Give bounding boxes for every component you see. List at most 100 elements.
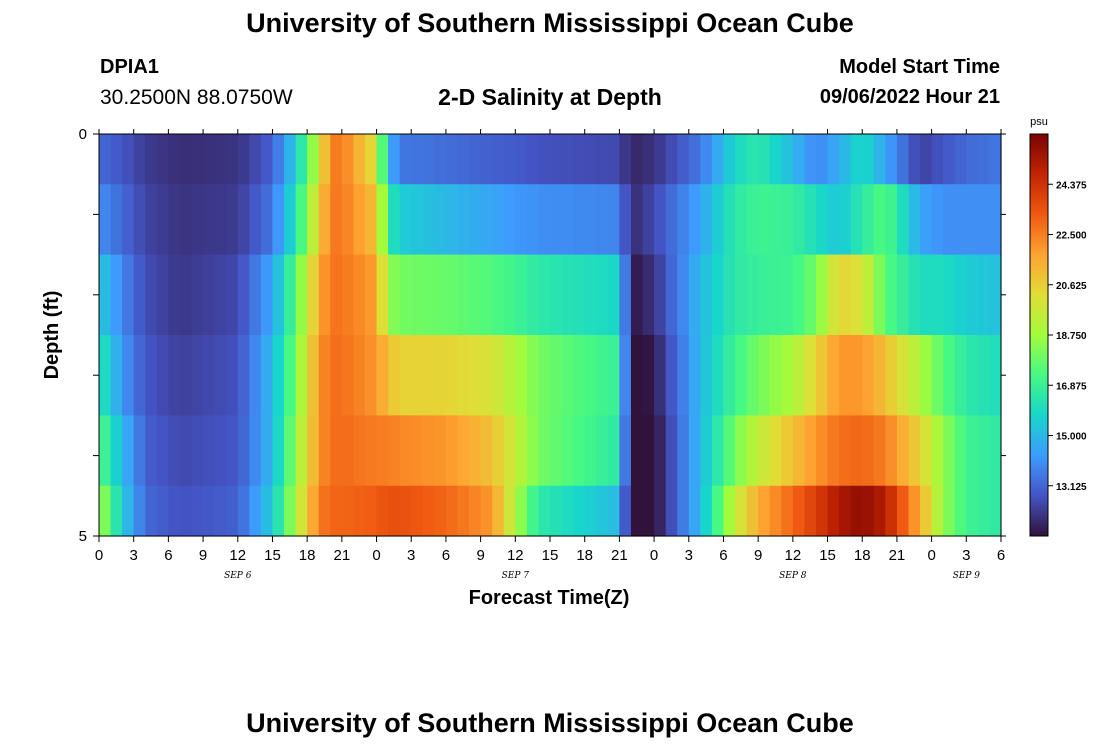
heatmap-cell [550,485,563,537]
heatmap-cell [596,415,609,487]
heatmap-cell [538,184,551,256]
heatmap-cell [376,134,389,185]
heatmap-cell [249,415,262,487]
heatmap-cell [792,184,806,256]
heatmap-cell [249,134,262,185]
heatmap-cell [827,184,840,256]
heatmap-cell [515,485,528,537]
heatmap-cell [307,184,320,256]
heatmap-cell [607,485,620,537]
heatmap-cell [665,485,678,537]
heatmap-cell [318,335,331,416]
y-tick-label: 0 [79,126,87,143]
heatmap-cell [399,184,412,256]
heatmap-cell [735,184,748,256]
heatmap-cell [434,184,447,256]
heatmap-cell [388,134,401,185]
heatmap-cell [931,134,944,185]
heatmap-cell [792,335,806,416]
x-tick-label: 15 [542,547,559,564]
heatmap-cell [561,134,574,185]
heatmap-cell [850,415,863,487]
heatmap-cell [804,335,817,416]
heatmap-cell [214,335,227,416]
heatmap-cell [318,254,331,336]
heatmap-cell [723,415,736,487]
heatmap-cell [434,134,447,185]
heatmap-cell [249,485,262,537]
heatmap-cell [573,184,586,256]
heatmap-cell [203,184,216,256]
heatmap-cell [850,184,863,256]
colorbar-tick-label: 13.125 [1056,482,1087,493]
heatmap-cell [815,485,829,537]
heatmap-cell [307,134,320,185]
heatmap-cell [168,335,181,416]
heatmap-cell [873,415,886,487]
heatmap-cell [110,254,123,336]
heatmap-cell [896,415,910,487]
colorbar-unit: psu [1030,116,1048,128]
heatmap-cell [815,415,829,487]
heatmap-cell [330,335,343,416]
colorbar-tick-label: 22.500 [1056,231,1087,242]
heatmap-cell [445,415,459,487]
heatmap-cell [642,335,655,416]
heatmap-cell [156,184,169,256]
heatmap-cell [688,415,701,487]
heatmap-cell [815,254,829,336]
x-tick-label: 9 [754,547,762,564]
heatmap-cell [480,184,493,256]
date-label: SEP 7 [502,571,530,581]
heatmap-cell [977,415,991,487]
heatmap-cell [873,184,886,256]
heatmap-cell [260,254,274,336]
heatmap-cell [896,134,910,185]
heatmap-cell [145,335,158,416]
heatmap-cell [839,415,852,487]
heatmap-cell [295,134,308,185]
heatmap-cell [573,335,586,416]
heatmap-cell [573,415,586,487]
heatmap-cell [203,134,216,185]
heatmap-cell [584,184,597,256]
heatmap-cell [168,485,181,537]
heatmap-cell [191,184,204,256]
date-label: SEP 6 [224,571,252,581]
heatmap-cell [191,254,204,336]
heatmap-cell [318,184,331,256]
heatmap-cell [237,134,250,185]
heatmap-cell [515,134,528,185]
heatmap-cell [376,184,389,256]
heatmap-cell [260,184,274,256]
heatmap-cell [341,335,355,416]
heatmap-cell [191,335,204,416]
heatmap-cell [388,184,401,256]
heatmap-cell [411,254,424,336]
heatmap-cell [966,134,979,185]
heatmap-cell [677,485,690,537]
heatmap-cell [896,485,910,537]
heatmap-cell [503,254,516,336]
heatmap-cell [526,254,540,336]
heatmap-cell [399,134,412,185]
heatmap-cell [341,134,355,185]
heatmap-cell [272,254,285,336]
heatmap-cell [434,335,447,416]
colorbar: 24.375 22.500 20.625 18.750 16.875 15.000 13.1… [1029,116,1087,537]
heatmap-cell [908,254,921,336]
heatmap-cell [156,415,169,487]
heatmap-cell [665,254,678,336]
heatmap-cell [885,254,898,336]
heatmap-cell [133,184,146,256]
station-coordinates: 30.2500N 88.0750W [100,86,293,109]
heatmap-cell [873,335,886,416]
heatmap-cell [168,184,181,256]
heatmap-cell [284,134,297,185]
heatmap-cell [792,485,806,537]
heatmap-cell [966,254,979,336]
heatmap-cell [330,415,343,487]
heatmap-cell [364,254,378,336]
y-tick-label: 5 [79,528,87,545]
heatmap-cell [677,254,690,336]
